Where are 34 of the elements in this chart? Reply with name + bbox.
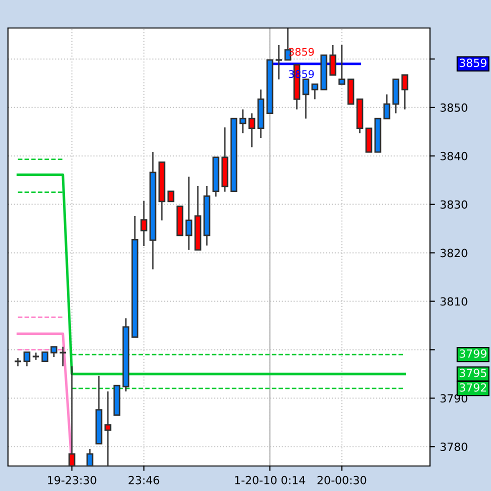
candlestick xyxy=(41,351,48,362)
legend-label: 3792 xyxy=(460,383,486,392)
text: 3799 xyxy=(460,349,486,358)
candlestick xyxy=(383,94,390,120)
x-tick-label: 1-20-10 0:14 xyxy=(235,476,306,484)
y-tick-label: 3850 xyxy=(440,103,468,112)
candlestick xyxy=(239,108,246,134)
y-tick-label: 3780 xyxy=(440,442,468,451)
candlestick xyxy=(329,44,336,76)
y-tick-label: 3820 xyxy=(440,248,468,258)
candlestick xyxy=(365,128,372,153)
candlestick xyxy=(274,44,283,80)
y-tick-label: 3810 xyxy=(440,297,468,306)
candlestick xyxy=(401,74,408,110)
candlestick xyxy=(248,112,256,148)
candlestick xyxy=(311,84,318,100)
candlestick xyxy=(302,78,310,120)
candlestick xyxy=(140,200,148,247)
candlestick xyxy=(58,346,67,367)
x-tick-label: 19-23:30 xyxy=(48,476,96,484)
candlestick xyxy=(167,190,174,202)
x-tick-label: 20-00:30 xyxy=(318,476,366,484)
y-tick-label: 3830 xyxy=(440,200,468,209)
x-tick-label: 23:46 xyxy=(128,476,160,484)
text: 3859 xyxy=(460,58,486,68)
candlestick xyxy=(68,365,76,466)
legend-label: 3795 xyxy=(460,368,486,378)
candlestick xyxy=(185,176,192,251)
candlestick xyxy=(24,351,30,367)
candlestick xyxy=(104,390,112,466)
y-tick-label: 3840 xyxy=(440,152,468,160)
candlestick xyxy=(338,44,346,85)
candlestick xyxy=(50,346,58,358)
candlestick xyxy=(86,448,94,466)
